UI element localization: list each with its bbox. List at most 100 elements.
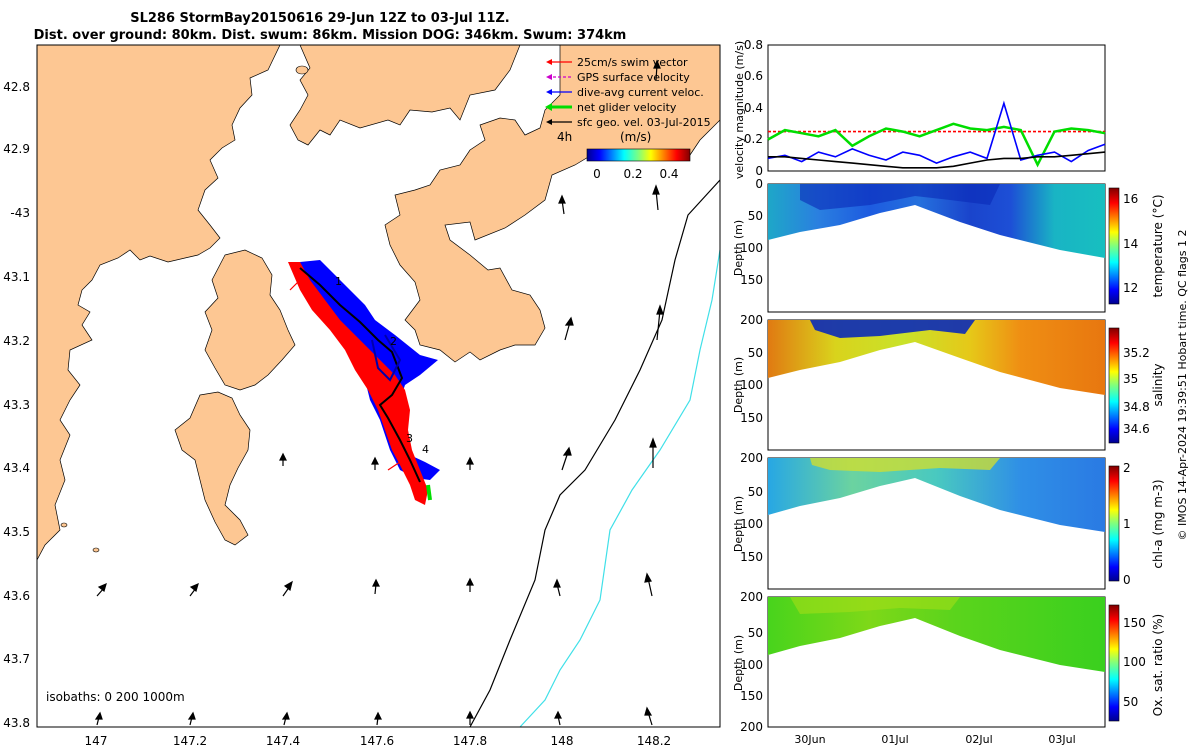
chla-colorbar-label: chl-a (mg m-3): [1151, 479, 1165, 568]
map-y-ticks: 42.8 42.9 -43 43.1 43.2 43.3 43.4 43.5 4…: [3, 80, 30, 730]
x-tick: 147: [85, 734, 108, 748]
colorbar-tick: 0: [593, 167, 601, 181]
x-tick: 148.2: [637, 734, 671, 748]
y-tick: 43.6: [3, 589, 30, 603]
chla-field: [768, 458, 1105, 532]
oxygen-colorbar: [1108, 604, 1120, 722]
title-line-1: SL286 StormBay20150616 29-Jun 12Z to 03-…: [130, 11, 510, 26]
legend-item-swim-vector: 25cm/s swim vector: [546, 56, 688, 69]
footer-credit: © IMOS 14-Apr-2024 19:39:51 Hobart time.…: [1176, 230, 1189, 541]
y-tick: 43.1: [3, 270, 30, 284]
time-tick: 01Jul: [881, 733, 908, 746]
depth-tick: 100: [740, 378, 763, 392]
depth-tick: 150: [740, 273, 763, 287]
depth-tick: 50: [748, 485, 763, 499]
land-north: [289, 45, 521, 146]
track-marker-2: 2: [390, 335, 397, 348]
legend-label: GPS surface velocity: [577, 71, 690, 84]
y-tick: 43.3: [3, 398, 30, 412]
depth-tick: 100: [740, 517, 763, 531]
colorbar-tick: 0.2: [623, 167, 642, 181]
map-panel: 1 2 3 4: [3, 44, 721, 748]
depth-tick: 100: [740, 658, 763, 672]
map-x-ticks: 147 147.2 147.4 147.6 147.8 148 148.2: [85, 734, 672, 748]
velocity-axes: [767, 44, 1106, 172]
chla-colorbar: [1108, 465, 1120, 582]
salinity-field: [768, 320, 1105, 395]
depth-tick: 200: [740, 590, 763, 604]
salinity-colorbar: [1108, 327, 1120, 444]
x-tick: 147.6: [360, 734, 394, 748]
y-tick: 0.8: [744, 38, 763, 52]
legend-time-label: 4h: [557, 130, 572, 144]
legend-label: net glider velocity: [577, 101, 677, 114]
land-west: [37, 45, 281, 561]
legend-label: 25cm/s swim vector: [577, 56, 688, 69]
depth-tick: 50: [748, 209, 763, 223]
oxygen-field: [768, 597, 1105, 672]
salinity-section: 200 50 100 150 Depth (m) 34.6 34.8 35 35…: [732, 313, 1165, 451]
land-tasman: [384, 45, 720, 363]
legend-label: sfc geo. vel. 03-Jul-2015: [577, 116, 711, 129]
map-frame: [36, 44, 721, 728]
oxygen-section: 200 50 100 150 200 Depth (m) 50 100 150 …: [732, 590, 1165, 734]
x-tick: 148: [551, 734, 574, 748]
map-legend: 25cm/s swim vector GPS surface velocity …: [545, 56, 711, 181]
salinity-ctick: 35: [1123, 372, 1138, 386]
y-tick: 43.4: [3, 461, 30, 475]
title-line-2: Dist. over ground: 80km. Dist. swum: 86k…: [34, 28, 627, 43]
temperature-colorbar-label: temperature (°C): [1151, 195, 1165, 298]
y-tick: 43.7: [3, 652, 30, 666]
oxygen-ctick: 50: [1123, 695, 1138, 709]
y-tick: 0.2: [744, 132, 763, 146]
oxygen-ctick: 150: [1123, 616, 1146, 630]
speed-colorbar: [586, 148, 691, 162]
glider-track: [288, 260, 440, 505]
temperature-ctick: 12: [1123, 281, 1138, 295]
depth-tick: 0: [755, 177, 763, 191]
depth-label: Depth (m): [732, 357, 745, 413]
chla-ctick: 2: [1123, 461, 1131, 475]
net-velocity-marker: [426, 484, 432, 501]
legend-item-dive-avg-current: dive-avg current veloc.: [546, 86, 704, 99]
depth-tick: 200: [740, 720, 763, 734]
geo-velocity-arrows: [94, 59, 664, 726]
land-masses: [37, 45, 720, 561]
velocity-series-line: [767, 100, 1106, 164]
depth-tick: 50: [748, 346, 763, 360]
x-tick: 147.8: [453, 734, 487, 748]
glider-path: [299, 267, 421, 483]
swim-vector-swath: [288, 262, 428, 505]
depth-tick: 150: [740, 689, 763, 703]
land-south-arm: [204, 249, 296, 391]
depth-tick: 200: [740, 451, 763, 465]
y-tick: 43.5: [3, 525, 30, 539]
temperature-ctick: 16: [1123, 192, 1138, 206]
temperature-ctick: 14: [1123, 237, 1138, 251]
track-marker-3: 3: [406, 432, 413, 445]
y-tick: -43: [10, 206, 30, 220]
depth-label: Depth (m): [732, 635, 745, 691]
legend-label: dive-avg current veloc.: [577, 86, 704, 99]
depth-tick: 150: [740, 411, 763, 425]
depth-tick: 150: [740, 550, 763, 564]
velocity-plot: 0 0.2 0.4 0.6 0.8 velocity magnitude (m/…: [733, 38, 1106, 179]
oxygen-ctick: 100: [1123, 655, 1146, 669]
colorbar-label: (m/s): [620, 130, 651, 144]
salinity-ctick: 35.2: [1123, 346, 1150, 360]
x-tick: 147.4: [266, 734, 300, 748]
legend-item-gps-velocity: GPS surface velocity: [546, 71, 690, 84]
colorbar-tick: 0.4: [659, 167, 678, 181]
isobaths-label: isobaths: 0 200 1000m: [46, 690, 185, 704]
y-tick: 42.9: [3, 142, 30, 156]
depth-tick: 50: [748, 626, 763, 640]
y-tick: 43.8: [3, 716, 30, 730]
land-bruny: [174, 391, 251, 546]
time-axis: 30Jun 01Jul 02Jul 03Jul: [794, 733, 1075, 746]
track-marker-1: 1: [335, 275, 342, 288]
velocity-series-line: [768, 151, 1106, 169]
legend-item-net-glider-velocity: net glider velocity: [545, 101, 677, 114]
y-tick: 43.2: [3, 334, 30, 348]
isobath-200m: [469, 179, 721, 728]
